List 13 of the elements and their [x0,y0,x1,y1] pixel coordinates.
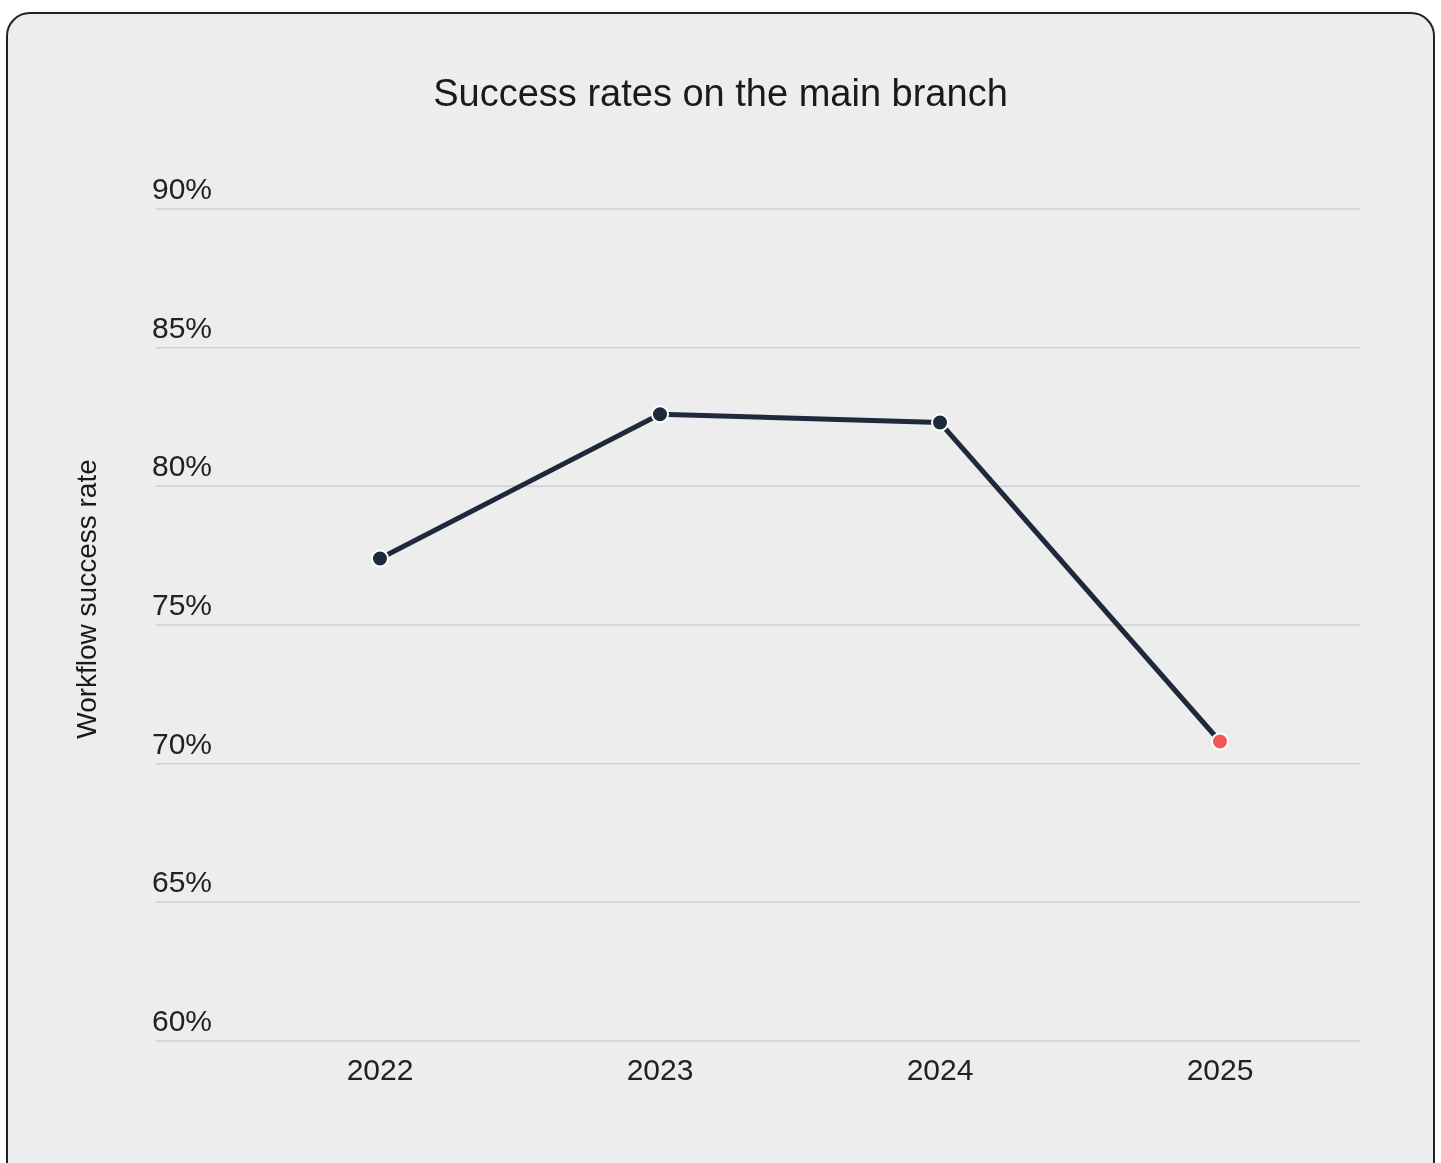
x-tick-label: 2023 [626,1053,694,1087]
chart-title: Success rates on the main branch [432,72,1009,115]
y-tick-label: 65% [152,865,213,899]
x-tick-label: 2025 [1186,1053,1254,1087]
y-tick-label: 75% [152,588,213,621]
y-tick-label: 60% [152,1004,213,1037]
x-tick-label: 2022 [346,1053,414,1087]
y-tick-label: 80% [152,449,213,483]
y-axis-title: Workflow success rate [71,459,103,739]
y-tick-label: 85% [152,310,213,344]
y-tick-label: 70% [152,726,213,760]
x-tick-label: 2024 [906,1053,974,1087]
y-tick-label: 90% [152,172,213,205]
